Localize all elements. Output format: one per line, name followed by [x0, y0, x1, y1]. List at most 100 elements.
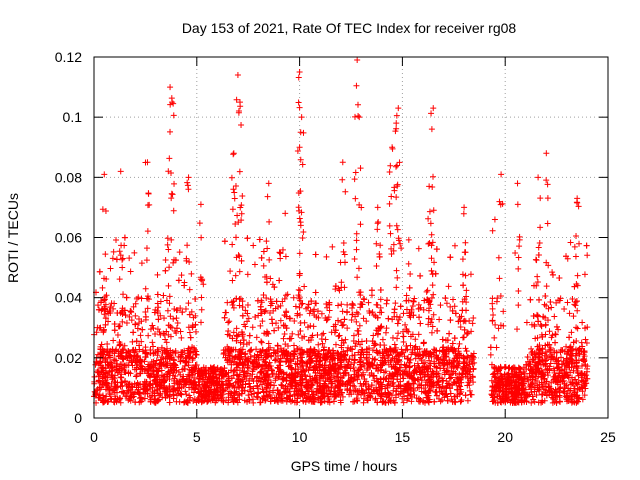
data-point: [182, 306, 189, 313]
data-point: [144, 305, 151, 312]
data-point: [377, 341, 384, 348]
data-point: [116, 323, 123, 330]
data-point: [344, 344, 351, 351]
data-point: [539, 357, 546, 364]
data-point: [420, 340, 427, 347]
data-point: [275, 303, 282, 310]
data-point: [193, 351, 200, 358]
data-point: [245, 392, 252, 399]
data-point: [257, 368, 264, 375]
data-point: [109, 255, 116, 262]
data-point: [107, 391, 114, 398]
data-point: [173, 315, 180, 322]
data-point: [112, 347, 119, 354]
data-point: [436, 374, 443, 381]
data-point: [164, 235, 171, 242]
data-point: [369, 309, 376, 316]
data-point: [497, 364, 504, 371]
data-point: [230, 304, 237, 311]
data-point: [323, 300, 330, 307]
data-point: [104, 340, 111, 347]
data-point: [383, 300, 390, 307]
data-point: [451, 242, 458, 249]
data-point: [350, 332, 357, 339]
data-point: [176, 249, 183, 256]
data-point: [312, 289, 319, 296]
data-point: [353, 371, 360, 378]
data-point: [323, 317, 330, 324]
data-point: [442, 295, 449, 302]
data-point: [460, 334, 467, 341]
data-point: [409, 303, 416, 310]
data-point: [415, 364, 422, 371]
data-point: [117, 399, 124, 406]
data-point: [174, 320, 181, 327]
data-point: [541, 397, 548, 404]
data-point: [377, 242, 384, 249]
data-point: [299, 335, 306, 342]
data-point: [414, 384, 421, 391]
data-point: [417, 272, 424, 279]
data-point: [295, 331, 302, 338]
data-point: [292, 360, 299, 367]
data-point: [463, 348, 470, 355]
data-point: [395, 330, 402, 337]
data-point: [400, 328, 407, 335]
data-point: [528, 399, 535, 406]
data-point: [138, 260, 145, 267]
data-point: [446, 330, 453, 337]
data-point: [437, 359, 444, 366]
data-point: [197, 384, 204, 391]
data-point: [276, 362, 283, 369]
data-point: [346, 356, 353, 363]
data-point: [504, 371, 511, 378]
data-point: [523, 319, 530, 326]
data-point: [220, 347, 227, 354]
data-point: [268, 316, 275, 323]
data-point: [538, 323, 545, 330]
data-point: [178, 272, 185, 279]
data-point: [401, 393, 408, 400]
data-point: [252, 313, 259, 320]
data-point: [148, 358, 155, 365]
data-point: [151, 377, 158, 384]
data-point: [181, 362, 188, 369]
data-point: [107, 395, 114, 402]
data-point: [117, 383, 124, 390]
data-point: [247, 347, 254, 354]
data-point: [91, 373, 98, 380]
data-point: [332, 341, 339, 348]
data-point: [150, 343, 157, 350]
data-point: [451, 335, 458, 342]
data-point: [409, 380, 416, 387]
data-point: [164, 371, 171, 378]
data-point: [406, 363, 413, 370]
data-point: [361, 376, 368, 383]
data-point: [581, 380, 588, 387]
data-point: [551, 313, 558, 320]
data-point: [232, 379, 239, 386]
data-point: [96, 268, 103, 275]
data-point: [350, 302, 357, 309]
data-point: [276, 277, 283, 284]
data-point: [378, 309, 385, 316]
data-point: [246, 332, 253, 339]
data-point: [581, 370, 588, 377]
data-point: [128, 317, 135, 324]
data-point: [363, 318, 370, 325]
data-point: [462, 345, 469, 352]
data-point: [354, 391, 361, 398]
data-point: [230, 329, 237, 336]
data-point: [267, 344, 274, 351]
data-point: [523, 398, 530, 405]
data-point: [489, 300, 496, 307]
data-point: [455, 360, 462, 367]
data-point: [458, 379, 465, 386]
data-point: [462, 392, 469, 399]
data-point: [533, 257, 540, 264]
data-point: [178, 391, 185, 398]
data-point: [239, 304, 246, 311]
data-point: [497, 395, 504, 402]
data-point: [138, 318, 145, 325]
